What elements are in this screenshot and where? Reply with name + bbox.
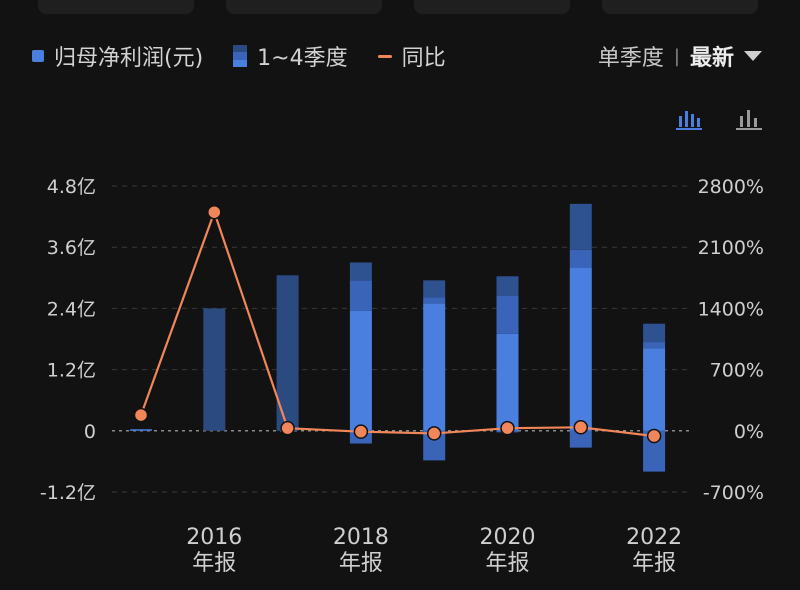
bar-segment — [496, 295, 519, 334]
bar-segment — [643, 342, 666, 349]
legend-net-profit-swatch — [32, 50, 44, 62]
bar-segment — [276, 275, 299, 431]
legend-quarters-swatch — [233, 45, 248, 67]
bar-segment — [423, 280, 446, 298]
y-left-tick-label: 3.6亿 — [47, 237, 96, 259]
y-left-tick-label: 4.8亿 — [47, 176, 96, 198]
bar-chart-icon-active[interactable] — [676, 106, 702, 132]
y-left-tick-label: 2.4亿 — [47, 298, 96, 320]
y-left-tick-label: 1.2亿 — [47, 360, 96, 382]
top-tab-2[interactable] — [226, 0, 382, 14]
yoy-point — [207, 204, 222, 220]
yoy-point — [500, 420, 515, 436]
x-tick-label-suffix: 年报 — [339, 551, 383, 576]
legend-net-profit-label: 归母净利润(元) — [54, 46, 204, 71]
x-tick-label-year: 2016 — [186, 525, 242, 550]
bar-chart-icon[interactable] — [736, 106, 762, 132]
yoy-point — [133, 407, 149, 423]
y-left-tick-label: 0 — [84, 421, 96, 443]
y-right-tick-label: -700% — [703, 482, 764, 504]
bar-segment-negative — [423, 430, 446, 461]
period-controls: 单季度 | 最新 — [598, 38, 762, 74]
top-tab-1[interactable] — [38, 0, 194, 14]
x-tick-label-year: 2022 — [626, 525, 682, 550]
bar-segment — [423, 297, 446, 304]
y-right-tick-label: 1400% — [698, 298, 764, 320]
yoy-point — [646, 428, 662, 444]
legend-quarters[interactable]: 1~4季度 — [233, 40, 348, 72]
bar-segment — [569, 267, 592, 431]
legend-net-profit[interactable]: 归母净利润(元) — [32, 40, 203, 72]
bar-segment — [349, 310, 372, 431]
top-tab-4[interactable] — [602, 0, 758, 14]
bar-segment — [496, 333, 519, 431]
y-right-tick-label: 0% — [734, 421, 764, 443]
yoy-line — [139, 208, 655, 438]
x-tick-label-suffix: 年报 — [485, 551, 529, 576]
y-right-tick-label: 2800% — [698, 176, 764, 198]
bar-segment — [349, 262, 372, 281]
x-tick-label-suffix: 年报 — [632, 551, 676, 576]
legend-yoy[interactable]: 同比 — [377, 40, 446, 72]
chevron-down-icon[interactable] — [744, 51, 762, 61]
yoy-point — [280, 420, 295, 436]
yoy-point — [353, 424, 369, 439]
bar-segment — [203, 308, 226, 431]
x-tick-label-suffix: 年报 — [192, 551, 236, 576]
y-right-tick-label: 2100% — [698, 237, 764, 259]
bar-segment — [496, 276, 519, 296]
yoy-point — [426, 426, 442, 441]
bar-segment — [349, 280, 372, 311]
bar-segment — [569, 203, 592, 250]
bar-segment — [643, 348, 666, 431]
y-left-tick-label: -1.2亿 — [40, 482, 96, 504]
bar-segment-negative — [643, 430, 666, 472]
y-right-tick-label: 700% — [710, 360, 764, 382]
bar-segment — [569, 249, 592, 268]
sort-latest-dropdown[interactable]: 最新 — [689, 46, 734, 71]
legend-yoy-label: 同比 — [401, 46, 446, 71]
bar-segment-negative — [569, 430, 592, 448]
chart-legend: 归母净利润(元) 1~4季度 同比 — [32, 38, 476, 74]
bar-segment — [423, 303, 446, 431]
controls-separator: | — [673, 45, 680, 67]
period-selector[interactable]: 单季度 — [597, 46, 664, 71]
bar-segment — [130, 429, 152, 431]
yoy-point — [573, 420, 589, 435]
bar-segment — [643, 323, 666, 343]
x-tick-label-year: 2020 — [480, 525, 536, 550]
x-tick-label-year: 2018 — [333, 525, 389, 550]
legend-yoy-swatch — [377, 54, 392, 58]
legend-quarters-label: 1~4季度 — [257, 46, 348, 71]
top-tab-3[interactable] — [414, 0, 570, 14]
